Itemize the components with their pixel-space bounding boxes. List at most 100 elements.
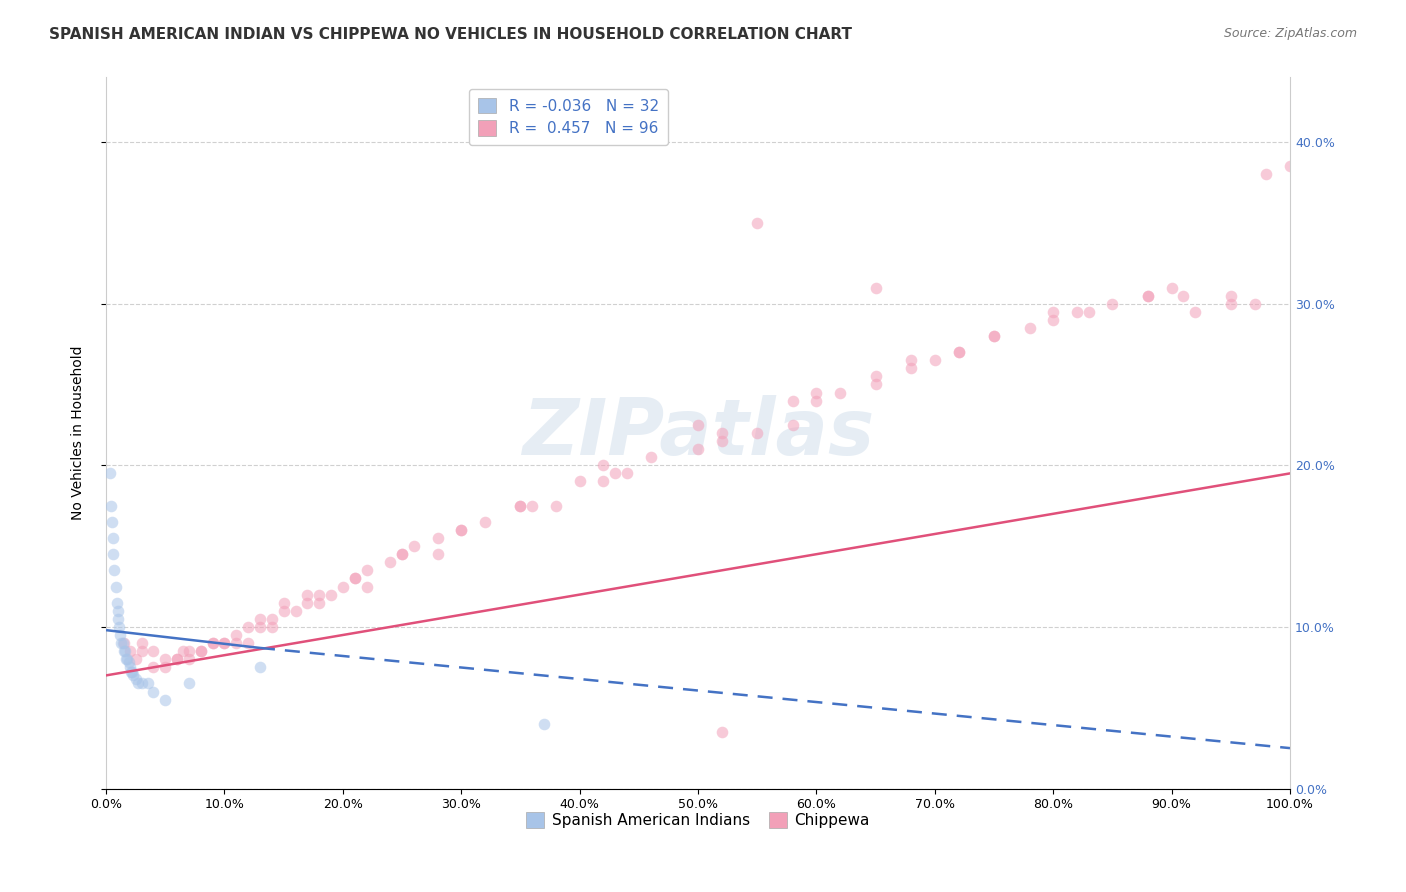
- Point: [640, 450, 662, 465]
- Point: [172, 644, 194, 658]
- Point: [112, 636, 135, 650]
- Point: [343, 571, 366, 585]
- Point: [101, 531, 124, 545]
- Point: [249, 612, 271, 626]
- Point: [616, 467, 638, 481]
- Point: [284, 604, 307, 618]
- Point: [865, 369, 887, 384]
- Point: [201, 636, 224, 650]
- Point: [710, 425, 733, 440]
- Point: [308, 588, 330, 602]
- Point: [948, 345, 970, 359]
- Point: [127, 676, 149, 690]
- Point: [782, 393, 804, 408]
- Point: [177, 652, 200, 666]
- Point: [686, 442, 709, 457]
- Point: [402, 539, 425, 553]
- Point: [391, 547, 413, 561]
- Point: [1256, 168, 1278, 182]
- Point: [118, 660, 141, 674]
- Point: [225, 636, 247, 650]
- Point: [356, 563, 378, 577]
- Y-axis label: No Vehicles in Household: No Vehicles in Household: [72, 346, 86, 520]
- Point: [332, 580, 354, 594]
- Point: [865, 377, 887, 392]
- Point: [1042, 305, 1064, 319]
- Point: [155, 692, 177, 706]
- Point: [101, 515, 124, 529]
- Point: [380, 555, 402, 569]
- Text: ZIPatlas: ZIPatlas: [522, 395, 875, 471]
- Point: [117, 656, 139, 670]
- Point: [190, 644, 212, 658]
- Point: [131, 644, 153, 658]
- Point: [426, 547, 449, 561]
- Point: [544, 499, 567, 513]
- Point: [1219, 288, 1241, 302]
- Point: [155, 660, 177, 674]
- Point: [120, 665, 142, 680]
- Point: [131, 636, 153, 650]
- Point: [236, 620, 259, 634]
- Point: [142, 684, 165, 698]
- Point: [806, 385, 828, 400]
- Point: [201, 636, 224, 650]
- Point: [98, 467, 121, 481]
- Point: [107, 604, 129, 618]
- Point: [319, 588, 342, 602]
- Point: [114, 644, 136, 658]
- Point: [108, 620, 131, 634]
- Point: [297, 596, 319, 610]
- Point: [509, 499, 531, 513]
- Point: [103, 563, 125, 577]
- Point: [806, 393, 828, 408]
- Point: [110, 636, 132, 650]
- Point: [1184, 305, 1206, 319]
- Point: [391, 547, 413, 561]
- Point: [450, 523, 472, 537]
- Point: [155, 652, 177, 666]
- Point: [260, 620, 283, 634]
- Point: [225, 628, 247, 642]
- Point: [1042, 313, 1064, 327]
- Text: SPANISH AMERICAN INDIAN VS CHIPPEWA NO VEHICLES IN HOUSEHOLD CORRELATION CHART: SPANISH AMERICAN INDIAN VS CHIPPEWA NO V…: [49, 27, 852, 42]
- Point: [142, 644, 165, 658]
- Point: [110, 628, 132, 642]
- Point: [136, 676, 159, 690]
- Point: [121, 665, 143, 680]
- Point: [249, 620, 271, 634]
- Point: [308, 596, 330, 610]
- Point: [214, 636, 236, 650]
- Point: [568, 475, 591, 489]
- Point: [112, 644, 135, 658]
- Point: [166, 652, 188, 666]
- Point: [105, 596, 128, 610]
- Point: [166, 652, 188, 666]
- Point: [592, 475, 614, 489]
- Point: [1077, 305, 1099, 319]
- Point: [747, 216, 769, 230]
- Point: [865, 280, 887, 294]
- Point: [273, 604, 295, 618]
- Point: [830, 385, 852, 400]
- Point: [1018, 321, 1040, 335]
- Point: [122, 668, 145, 682]
- Point: [214, 636, 236, 650]
- Point: [924, 353, 946, 368]
- Point: [747, 425, 769, 440]
- Point: [100, 499, 122, 513]
- Point: [249, 660, 271, 674]
- Point: [107, 612, 129, 626]
- Point: [1219, 296, 1241, 310]
- Point: [131, 676, 153, 690]
- Point: [983, 329, 1005, 343]
- Point: [686, 417, 709, 432]
- Point: [190, 644, 212, 658]
- Point: [948, 345, 970, 359]
- Point: [177, 676, 200, 690]
- Point: [710, 725, 733, 739]
- Point: [900, 353, 922, 368]
- Point: [533, 717, 555, 731]
- Point: [782, 417, 804, 432]
- Point: [236, 636, 259, 650]
